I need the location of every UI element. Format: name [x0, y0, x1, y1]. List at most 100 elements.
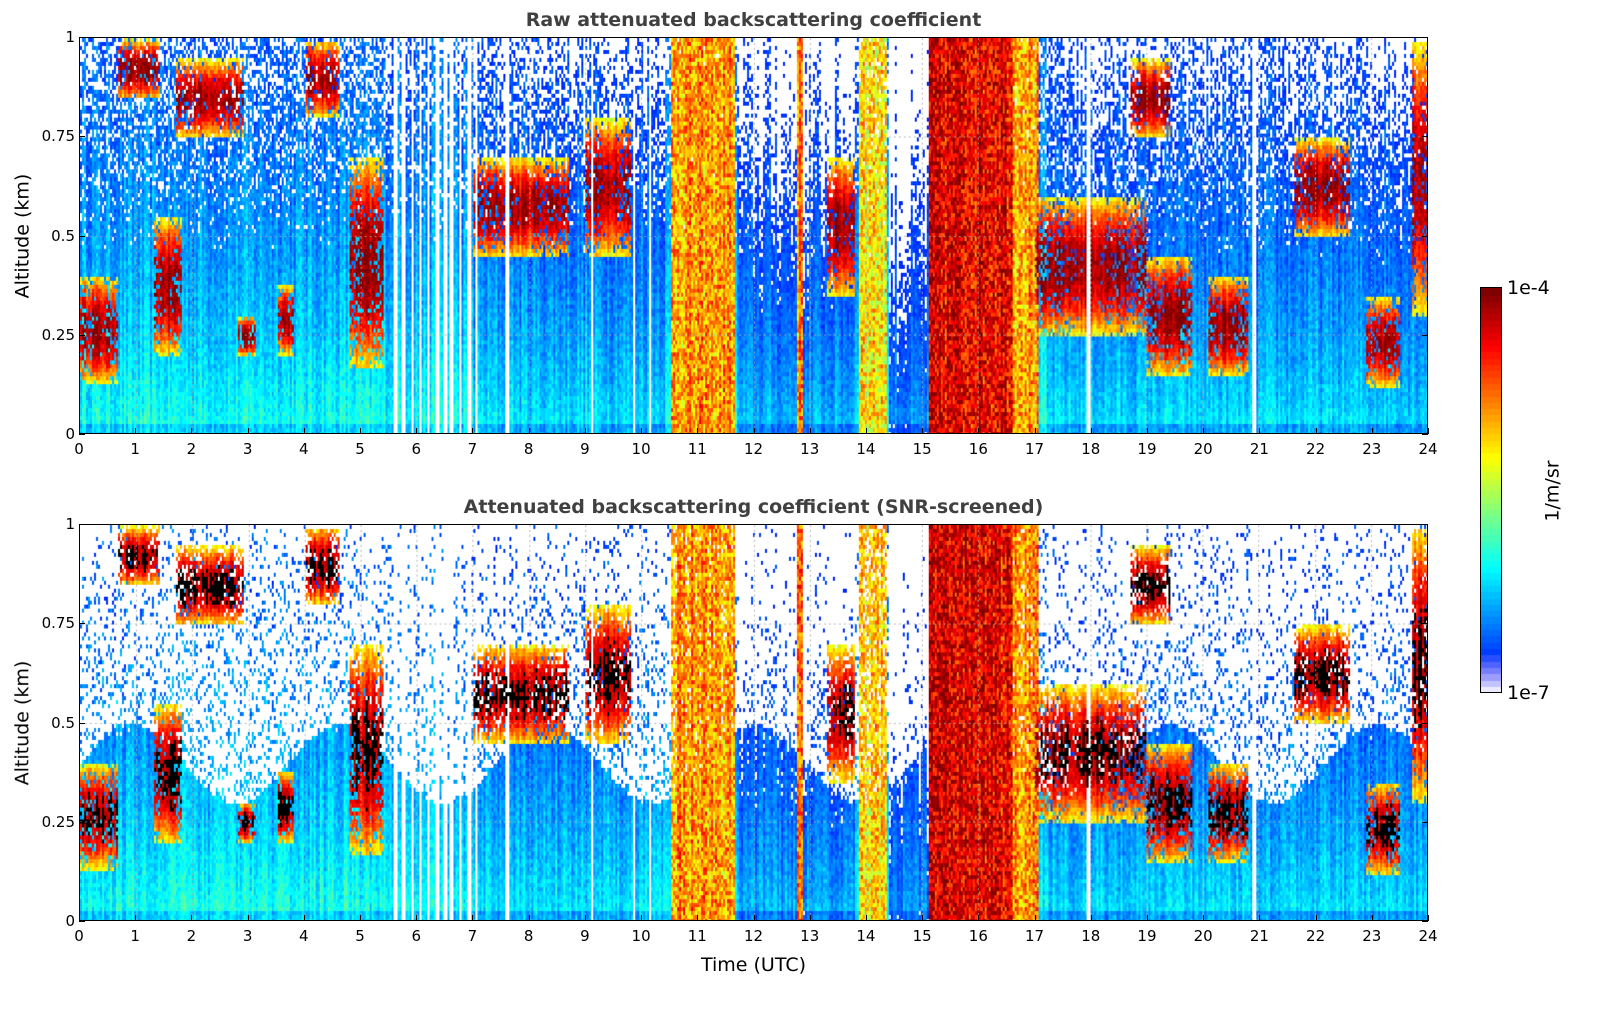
x-tick-mark	[79, 428, 80, 434]
x-tick-label: 7	[467, 927, 478, 945]
x-tick-label: 13	[800, 440, 820, 458]
x-tick-label: 21	[1249, 927, 1269, 945]
x-tick-mark	[584, 428, 586, 434]
x-tick-label: 5	[355, 440, 365, 458]
x-tick-mark	[360, 915, 362, 921]
y-tick-mark-right	[1422, 722, 1428, 724]
colorbar	[1480, 287, 1502, 693]
x-tick-mark	[1034, 428, 1036, 434]
y-tick-mark-right	[1422, 524, 1428, 525]
x-tick-label: 19	[1137, 927, 1157, 945]
x-tick-label: 12	[743, 440, 764, 458]
x-tick-label: 0	[74, 927, 84, 945]
screened-backscatter-heatmap	[79, 524, 1428, 921]
x-tick-label: 10	[631, 927, 651, 945]
x-tick-label: 18	[1081, 927, 1101, 945]
y-tick-mark-right	[1422, 434, 1428, 435]
x-tick-label: 4	[299, 440, 309, 458]
y-tick-mark	[79, 623, 85, 625]
x-tick-label: 16	[968, 440, 988, 458]
x-tick-label: 6	[411, 927, 422, 945]
x-tick-label: 12	[743, 927, 764, 945]
y-tick-mark	[79, 921, 85, 922]
x-tick-mark	[641, 428, 643, 434]
x-tick-label: 9	[580, 927, 590, 945]
x-tick-label: 24	[1418, 927, 1438, 945]
x-tick-mark	[1203, 428, 1205, 434]
x-tick-mark	[1034, 915, 1036, 921]
x-tick-label: 15	[912, 440, 932, 458]
x-tick-label: 0	[74, 440, 84, 458]
x-tick-mark	[809, 915, 811, 921]
x-tick-label: 16	[968, 927, 988, 945]
x-tick-label: 2	[186, 440, 197, 458]
y-tick-label: 0	[65, 912, 75, 930]
y-tick-mark-right	[1422, 37, 1428, 38]
colorbar-min-label: 1e-7	[1507, 682, 1550, 704]
x-tick-mark	[922, 915, 924, 921]
x-tick-label: 14	[856, 440, 876, 458]
x-tick-label: 4	[299, 927, 309, 945]
x-tick-mark	[247, 915, 249, 921]
x-tick-mark	[641, 915, 643, 921]
x-tick-label: 18	[1081, 440, 1101, 458]
y-tick-label: 0.5	[51, 226, 75, 245]
x-tick-mark	[135, 915, 137, 921]
x-tick-mark	[922, 428, 924, 434]
y-tick-mark	[79, 722, 85, 724]
x-tick-label: 3	[242, 927, 253, 945]
x-tick-label: 2	[186, 927, 197, 945]
x-tick-mark	[416, 915, 418, 921]
x-tick-mark	[809, 428, 811, 434]
x-tick-mark	[472, 428, 474, 434]
x-tick-label: 10	[631, 440, 651, 458]
y-tick-label: 1	[65, 28, 75, 46]
x-tick-label: 6	[411, 440, 422, 458]
x-tick-mark	[135, 428, 137, 434]
x-tick-mark	[1146, 915, 1148, 921]
x-tick-mark	[472, 915, 474, 921]
y-tick-mark-right	[1422, 334, 1428, 336]
x-tick-mark	[528, 428, 530, 434]
x-tick-mark	[1428, 428, 1429, 434]
y-tick-mark	[79, 235, 85, 237]
x-tick-mark	[865, 428, 867, 434]
screened-heatmap-canvas	[80, 525, 1427, 920]
y-tick-label: 0.25	[41, 325, 75, 344]
x-tick-mark	[1090, 915, 1092, 921]
x-tick-label: 20	[1193, 440, 1213, 458]
x-tick-mark	[978, 915, 980, 921]
x-tick-mark	[584, 915, 586, 921]
x-tick-label: 1	[130, 927, 140, 945]
x-tick-mark	[303, 915, 305, 921]
x-tick-label: 17	[1024, 927, 1045, 945]
x-tick-mark	[191, 428, 193, 434]
x-tick-mark	[303, 428, 305, 434]
x-tick-mark	[1203, 915, 1205, 921]
x-tick-mark	[753, 915, 755, 921]
x-tick-mark	[1259, 428, 1261, 434]
x-tick-label: 9	[580, 440, 590, 458]
colorbar-gradient	[1481, 288, 1501, 692]
x-tick-mark	[1315, 428, 1317, 434]
x-tick-mark	[79, 915, 80, 921]
bottom-chart-title: Attenuated backscattering coefficient (S…	[463, 496, 1044, 518]
y-tick-label: 0.5	[51, 713, 75, 732]
x-tick-mark	[247, 428, 249, 434]
colorbar-unit-label: 1/m/sr	[1541, 460, 1564, 522]
x-tick-mark	[528, 915, 530, 921]
x-tick-mark	[1315, 915, 1317, 921]
y-tick-label: 0.25	[41, 812, 75, 831]
x-tick-label: 20	[1193, 927, 1213, 945]
x-tick-label: 5	[355, 927, 365, 945]
colorbar-max-label: 1e-4	[1507, 277, 1550, 299]
x-tick-mark	[416, 428, 418, 434]
y-tick-mark	[79, 136, 85, 138]
x-tick-label: 17	[1024, 440, 1045, 458]
x-tick-label: 8	[523, 927, 534, 945]
x-tick-label: 21	[1249, 440, 1269, 458]
x-tick-mark	[1371, 428, 1373, 434]
bottom-y-axis-label: Altitude (km)	[11, 660, 34, 786]
y-tick-label: 0	[65, 425, 75, 443]
x-tick-mark	[360, 428, 362, 434]
